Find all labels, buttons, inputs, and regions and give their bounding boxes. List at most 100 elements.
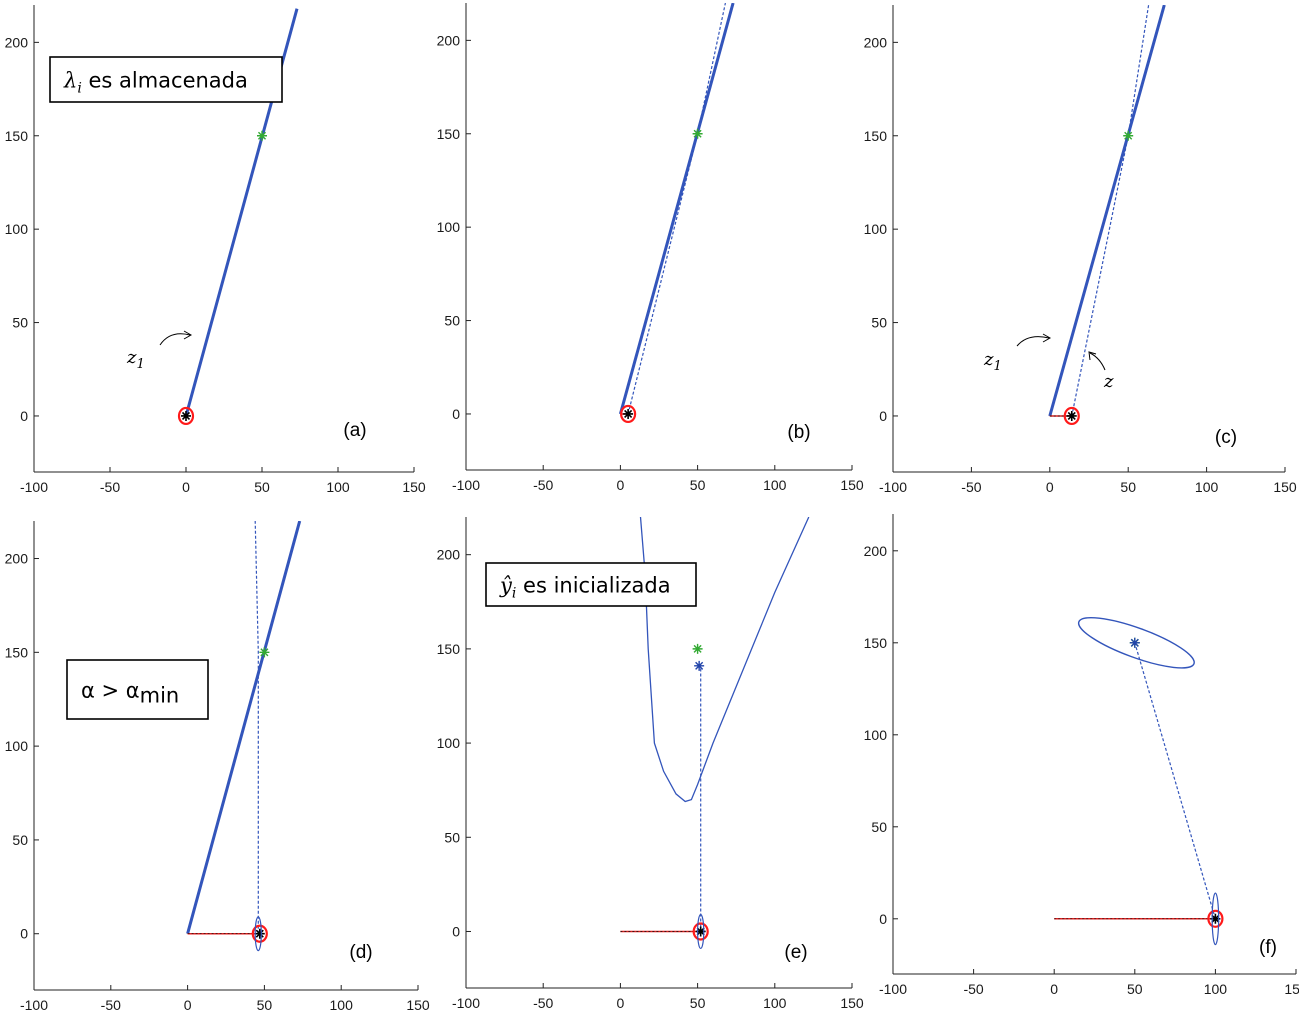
robot-position-marker [1066, 410, 1077, 421]
x-tick-label: 100 [1195, 479, 1219, 495]
y-tick-label: 100 [5, 738, 29, 754]
x-tick-label: -50 [963, 981, 983, 997]
panel-b: -100 -50 0 50 100 150 0 50 100 150 200 (b) [437, 3, 864, 493]
text-box-label: λi es almacenada [63, 69, 248, 97]
panel-f: -100 -50 0 50 100 150 0 50 100 150 200 (f) [864, 514, 1299, 997]
x-tick-label: 100 [1204, 981, 1228, 997]
landmark-estimate-marker [694, 660, 705, 671]
robot-circle [177, 406, 195, 426]
plot-area [1048, 5, 1166, 426]
y-tick-label: 150 [437, 126, 461, 142]
plot-area [618, 3, 735, 424]
y-tick-label: 200 [5, 551, 29, 567]
measurement-line [1048, 5, 1166, 417]
x-tick-label: 100 [763, 477, 787, 493]
robot-position-marker [1210, 913, 1221, 924]
y-tick-label: 200 [437, 32, 461, 48]
x-tick-label: 150 [840, 995, 864, 1011]
panel-e: -100 -50 0 50 100 150 0 50 100 150 200 (e) ŷi es ini… [437, 517, 864, 1011]
robot-circle [251, 924, 268, 943]
dashed-ray [254, 521, 259, 934]
text-box-label: α > αmin [81, 679, 179, 708]
x-tick-label: -50 [100, 479, 120, 495]
robot-position-marker [254, 928, 265, 939]
y-tick-label: 100 [864, 221, 888, 237]
annotation-arrow [159, 333, 191, 346]
text-box [66, 659, 209, 720]
y-tick-label: 50 [444, 313, 460, 329]
x-tick-label: -50 [101, 997, 121, 1012]
x-tick-label: 0 [182, 479, 190, 495]
text-box-sub: i [512, 586, 516, 602]
text-box-sub: i [77, 81, 81, 97]
y-tick-label: 50 [12, 832, 28, 848]
panel-label: (b) [787, 422, 810, 443]
y-tick-label: 0 [452, 406, 460, 422]
y-tick-label: 50 [871, 819, 887, 835]
x-tick-label: 0 [1050, 981, 1058, 997]
text-box [49, 56, 283, 103]
uncertainty-curve [639, 517, 810, 803]
y-tick-label: 100 [5, 221, 29, 237]
y-tick-label: 0 [20, 926, 28, 942]
annotation-z1-sub: 1 [136, 357, 144, 372]
y-tick-label: 0 [452, 923, 460, 939]
annotation-arrow-z [1089, 352, 1106, 371]
y-tick-label: 50 [12, 315, 28, 331]
x-tick-label: -50 [533, 995, 553, 1011]
x-tick-label: -50 [961, 479, 981, 495]
dashed-ray [627, 3, 726, 415]
text-box-symbol: ŷ [499, 574, 513, 598]
y-tick-label: 100 [437, 219, 461, 235]
panel-label: (e) [784, 942, 807, 963]
text-box-text: es almacenada [82, 69, 248, 93]
panel-label: (a) [343, 420, 366, 441]
plot-area [1054, 616, 1224, 946]
landmark-true-marker [259, 647, 270, 658]
plot-area [620, 517, 810, 950]
y-tick-label: 200 [437, 547, 461, 563]
x-tick-label: -100 [452, 995, 480, 1011]
x-tick-label: -100 [20, 479, 48, 495]
x-tick-label: 0 [617, 477, 625, 493]
y-tick-label: 150 [864, 128, 888, 144]
y-tick-label: 200 [864, 34, 888, 50]
landmark-true-marker [692, 128, 703, 139]
annotation-arrowhead-z [1088, 351, 1097, 361]
text-box-text: > α [95, 679, 140, 703]
panel-c: -100 -50 0 50 100 150 0 50 100 150 200 (c) z1 z [864, 5, 1297, 495]
x-tick-label: -100 [20, 997, 48, 1012]
y-tick-label: 150 [864, 635, 888, 651]
landmark-true-marker [692, 643, 703, 654]
x-tick-label: 150 [406, 997, 430, 1012]
y-tick-label: 0 [879, 408, 887, 424]
x-tick-label: 0 [1046, 479, 1054, 495]
landmark-ellipse [1077, 616, 1195, 669]
landmark-estimate-marker [1129, 637, 1140, 648]
robot-circle [1063, 406, 1080, 426]
text-box-symbol: λ [63, 69, 77, 93]
y-tick-label: 100 [437, 735, 461, 751]
annotation-arrowhead [1042, 333, 1052, 343]
x-tick-label: -100 [452, 477, 480, 493]
x-tick-label: 50 [690, 995, 706, 1011]
text-box-label: ŷi es inicializada [499, 574, 671, 602]
text-box-symbol: α [81, 679, 95, 703]
y-tick-label: 50 [444, 829, 460, 845]
y-tick-label: 200 [5, 34, 29, 50]
text-box-sub: min [140, 684, 180, 708]
x-tick-label: 150 [1273, 479, 1297, 495]
x-tick-label: 50 [1120, 479, 1136, 495]
robot-position-marker [623, 408, 634, 419]
x-tick-label: 50 [254, 479, 270, 495]
dashed-ray [1071, 5, 1150, 417]
panel-label: (c) [1215, 427, 1237, 448]
robot-circle [620, 404, 637, 424]
landmark-true-marker [1123, 130, 1134, 141]
panel-label: (d) [349, 942, 372, 963]
x-tick-label: -100 [879, 479, 907, 495]
panel-d: -100 -50 0 50 100 150 0 50 100 150 200 (d) α > αmin [5, 521, 430, 1012]
robot-circle [692, 922, 709, 941]
measurement-line [618, 3, 735, 415]
x-tick-label: 0 [184, 997, 192, 1012]
